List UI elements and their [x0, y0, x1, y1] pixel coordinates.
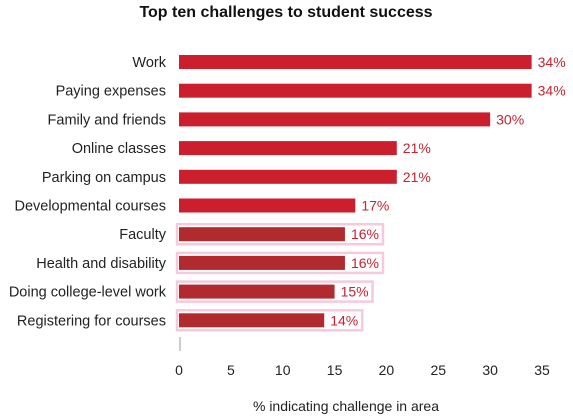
category-label: Family and friends [48, 112, 166, 128]
x-ticks-layer: 0 5 10 15 20 25 30 35 [175, 362, 550, 378]
bar [179, 112, 491, 127]
x-tick-label: 30 [482, 362, 498, 378]
highlight-outline [175, 222, 385, 246]
bar [179, 83, 532, 98]
x-axis-title: % indicating challenge in area [253, 398, 439, 414]
x-tick-label: 25 [430, 362, 446, 378]
bars-layer: Work 34% Paying expenses 34% Family and frie… [9, 54, 566, 332]
highlight-outline [175, 280, 374, 303]
category-label: Health and disability [36, 256, 167, 272]
x-tick-label: 10 [275, 362, 291, 378]
bar [179, 169, 397, 184]
bar [179, 284, 335, 299]
category-label: Faculty [119, 227, 166, 243]
value-label: 16% [351, 226, 379, 242]
x-tick-label: 5 [227, 362, 235, 378]
category-label: Paying expenses [56, 84, 166, 100]
chart-title: Top ten challenges to student success [139, 4, 432, 21]
x-tick-label: 35 [534, 362, 550, 378]
value-label: 16% [351, 255, 379, 271]
value-label: 21% [403, 169, 431, 185]
category-label: Parking on campus [42, 170, 166, 186]
value-label: 30% [496, 111, 524, 127]
category-label: Online classes [72, 141, 166, 157]
bar [179, 255, 345, 270]
value-label: 21% [403, 140, 431, 156]
category-label: Doing college-level work [9, 285, 167, 301]
highlight-outline [175, 251, 385, 275]
bar [179, 141, 397, 156]
bar [179, 198, 356, 213]
value-label: 17% [361, 198, 389, 214]
highlight-outline [175, 309, 364, 332]
x-tick-label: 0 [175, 362, 183, 378]
category-label: Work [132, 55, 166, 71]
bar [179, 55, 532, 69]
value-label: 34% [538, 54, 566, 70]
value-label: 14% [330, 312, 358, 328]
category-label: Developmental courses [14, 199, 166, 215]
x-tick-label: 15 [327, 362, 343, 378]
value-label: 34% [538, 83, 566, 99]
category-label: Registering for courses [17, 313, 166, 329]
value-label: 15% [341, 284, 369, 300]
bar [179, 227, 345, 242]
bar [179, 313, 325, 328]
x-tick-label: 20 [379, 362, 395, 378]
